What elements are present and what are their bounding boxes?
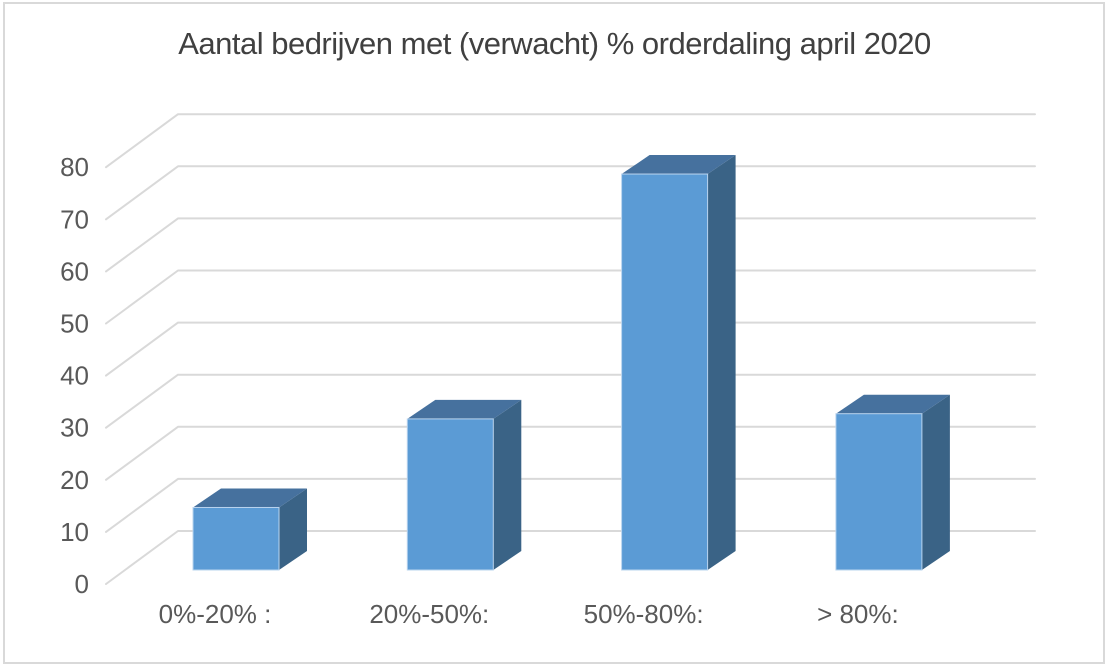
gridline (105, 425, 1036, 481)
bar-1 (406, 399, 522, 571)
bar-3 (835, 394, 950, 571)
gridline (105, 321, 1036, 377)
gridline (105, 373, 1036, 429)
bar-side-face (493, 399, 522, 570)
gridline (105, 269, 1036, 325)
x-axis-category-label: 50%-80%: (584, 599, 704, 629)
gridline (105, 530, 1036, 585)
bar-top-face (621, 155, 736, 175)
bar-side-face (707, 155, 736, 571)
bar-top-face (193, 488, 307, 508)
y-axis-tick-label: 40 (60, 361, 89, 391)
y-axis-tick-label: 80 (60, 152, 89, 182)
gridline (105, 477, 1036, 533)
bar-top-face (407, 399, 522, 419)
chart-title: Aantal bedrijven met (verwacht) % orderd… (178, 26, 931, 61)
gridline (105, 217, 1036, 273)
gridline (105, 165, 1036, 221)
bar-2 (621, 155, 736, 571)
x-axis-category-label: > 80%: (817, 599, 899, 629)
y-axis-tick-label: 60 (60, 256, 89, 286)
y-axis-tick-label: 70 (60, 204, 89, 234)
bar-0 (192, 488, 307, 571)
x-axis-category-label: 20%-50%: (369, 599, 489, 629)
bar-front-face (835, 413, 923, 571)
y-axis-tick-label: 30 (60, 413, 89, 443)
y-axis-tick-label: 0 (75, 569, 89, 599)
bar-side-face (921, 394, 950, 570)
gridline (105, 113, 1036, 169)
y-axis-tick-label: 50 (60, 309, 89, 339)
y-axis-tick-label: 10 (60, 517, 89, 547)
bar-front-face (406, 418, 494, 571)
bar-top-face (835, 394, 950, 414)
y-axis-tick-label: 20 (60, 465, 89, 495)
bar-side-face (279, 488, 307, 570)
bar-front-face (621, 173, 709, 571)
bar-front-face (192, 506, 280, 571)
x-axis-category-label: 0%-20% : (159, 599, 272, 629)
